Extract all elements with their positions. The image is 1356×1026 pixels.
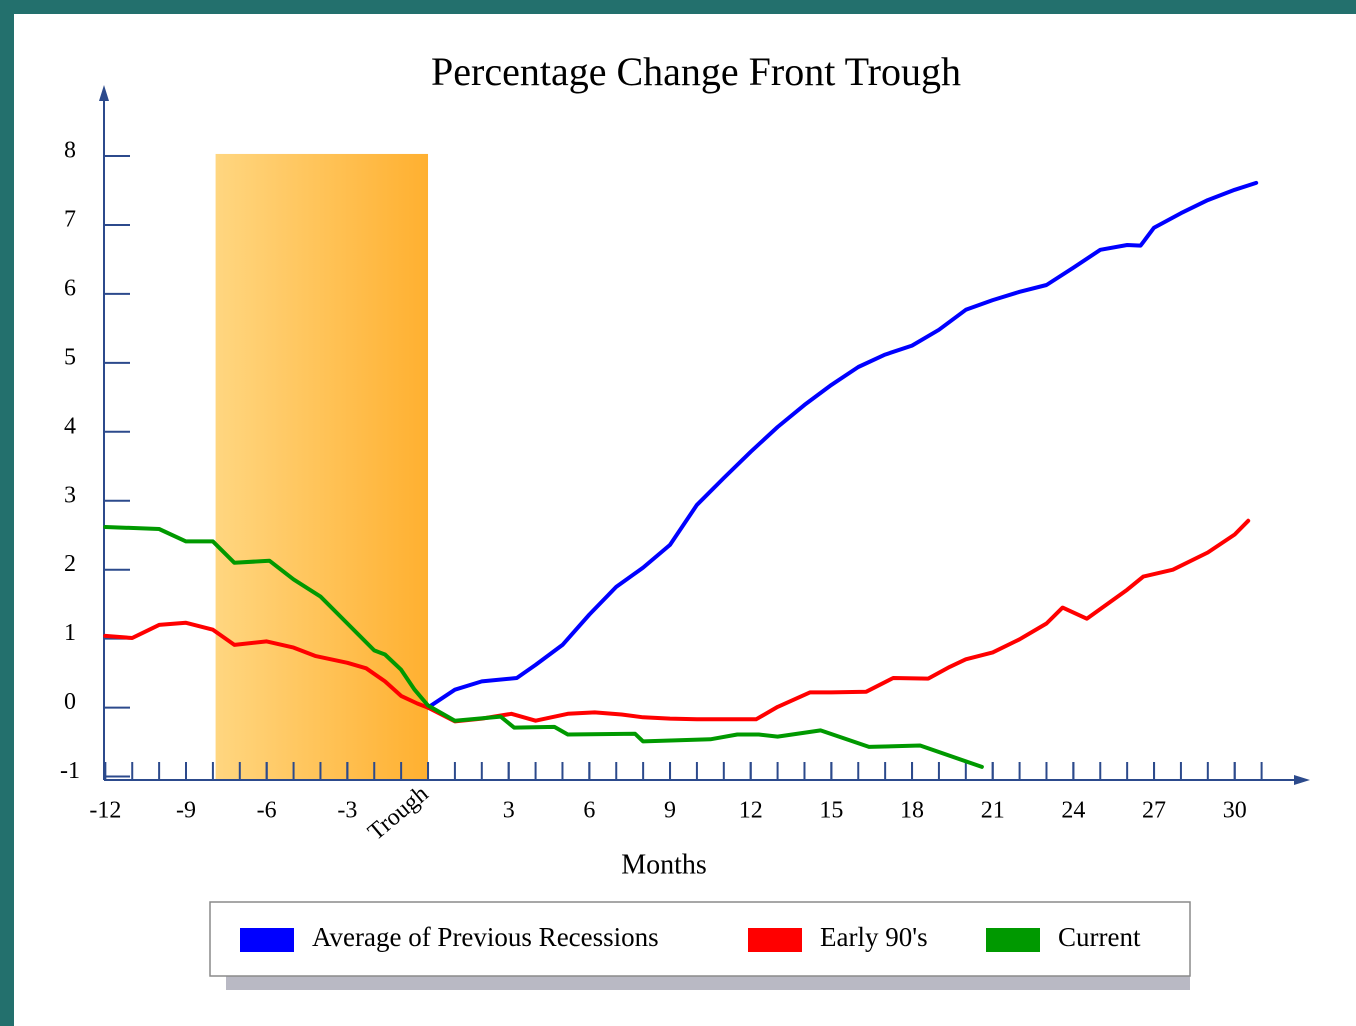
legend-label: Early 90's [820,922,928,952]
legend-swatch [986,928,1040,952]
chart: Percentage Change Front Trough Months -1… [60,49,1310,990]
x-tick-label: -9 [176,798,196,824]
x-tick-label: 12 [739,798,763,824]
x-tick-label: 15 [819,798,843,824]
y-tick-label: 1 [64,620,76,646]
shaded-region [215,153,429,780]
x-tick-label: 21 [981,798,1005,824]
legend-swatch [240,928,294,952]
series-line [103,518,1251,724]
x-tick-label: -3 [337,798,357,824]
y-tick-label: 0 [64,689,76,715]
y-tick-label: 4 [64,413,76,439]
series-line [103,525,984,769]
chart-title: Percentage Change Front Trough [431,49,961,94]
y-tick-label: 5 [64,344,76,370]
y-tick-label: 3 [64,482,76,508]
x-tick-label: 3 [503,798,515,824]
legend-swatch [748,928,802,952]
x-tick-label: 9 [664,798,676,824]
x-tick-label: 24 [1061,798,1085,824]
x-tick-label: Trough [363,781,433,846]
x-axis-arrow [1294,775,1310,785]
x-tick-label: -6 [257,798,277,824]
y-tick-label: -1 [60,758,80,784]
chart-frame: Percentage Change Front Trough Months -1… [14,14,1356,1026]
x-axis-label: Months [621,849,707,880]
x-tick-label: 18 [900,798,924,824]
y-tick-label: 6 [64,275,76,301]
y-tick-label: 8 [64,138,76,164]
x-tick-label: 27 [1142,798,1166,824]
y-axis-arrow [99,85,109,101]
x-tick-label: 30 [1223,798,1247,824]
legend-label: Current [1058,922,1141,952]
legend-label: Average of Previous Recessions [312,922,659,952]
y-tick-label: 7 [64,206,76,232]
x-tick-label: -12 [89,798,121,824]
series-line [426,180,1259,710]
y-tick-label: 2 [64,551,76,577]
x-tick-label: 6 [583,798,595,824]
